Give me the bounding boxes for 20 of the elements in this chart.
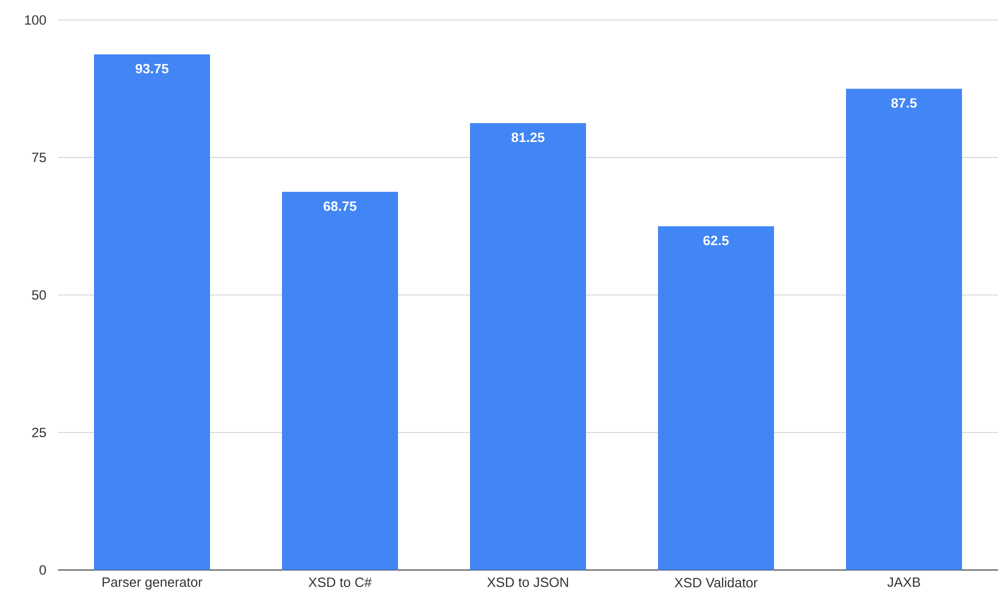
x-tick-label: JAXB: [887, 578, 920, 587]
data-label: 87.5: [891, 98, 917, 108]
y-tick-label: 50: [32, 290, 46, 300]
y-tick-label: 25: [32, 428, 46, 438]
x-tick-label: Parser generator: [102, 578, 202, 590]
bar: [846, 88, 962, 570]
bar: [94, 54, 210, 570]
data-label: 81.25: [512, 132, 544, 142]
y-tick-label: 100: [25, 15, 46, 25]
data-label: 62.5: [703, 236, 729, 246]
x-tick-label: XSD Validator: [674, 578, 758, 588]
y-tick-label: 75: [32, 152, 46, 162]
bar: [282, 192, 398, 570]
x-tick-label: XSD to C#: [308, 578, 372, 588]
bar: [658, 226, 774, 570]
data-label: 93.75: [136, 64, 168, 74]
bar: [470, 123, 586, 570]
data-label: 68.75: [324, 201, 356, 211]
y-tick-label: 0: [40, 565, 46, 575]
x-tick-label: XSD to JSON: [487, 578, 568, 588]
